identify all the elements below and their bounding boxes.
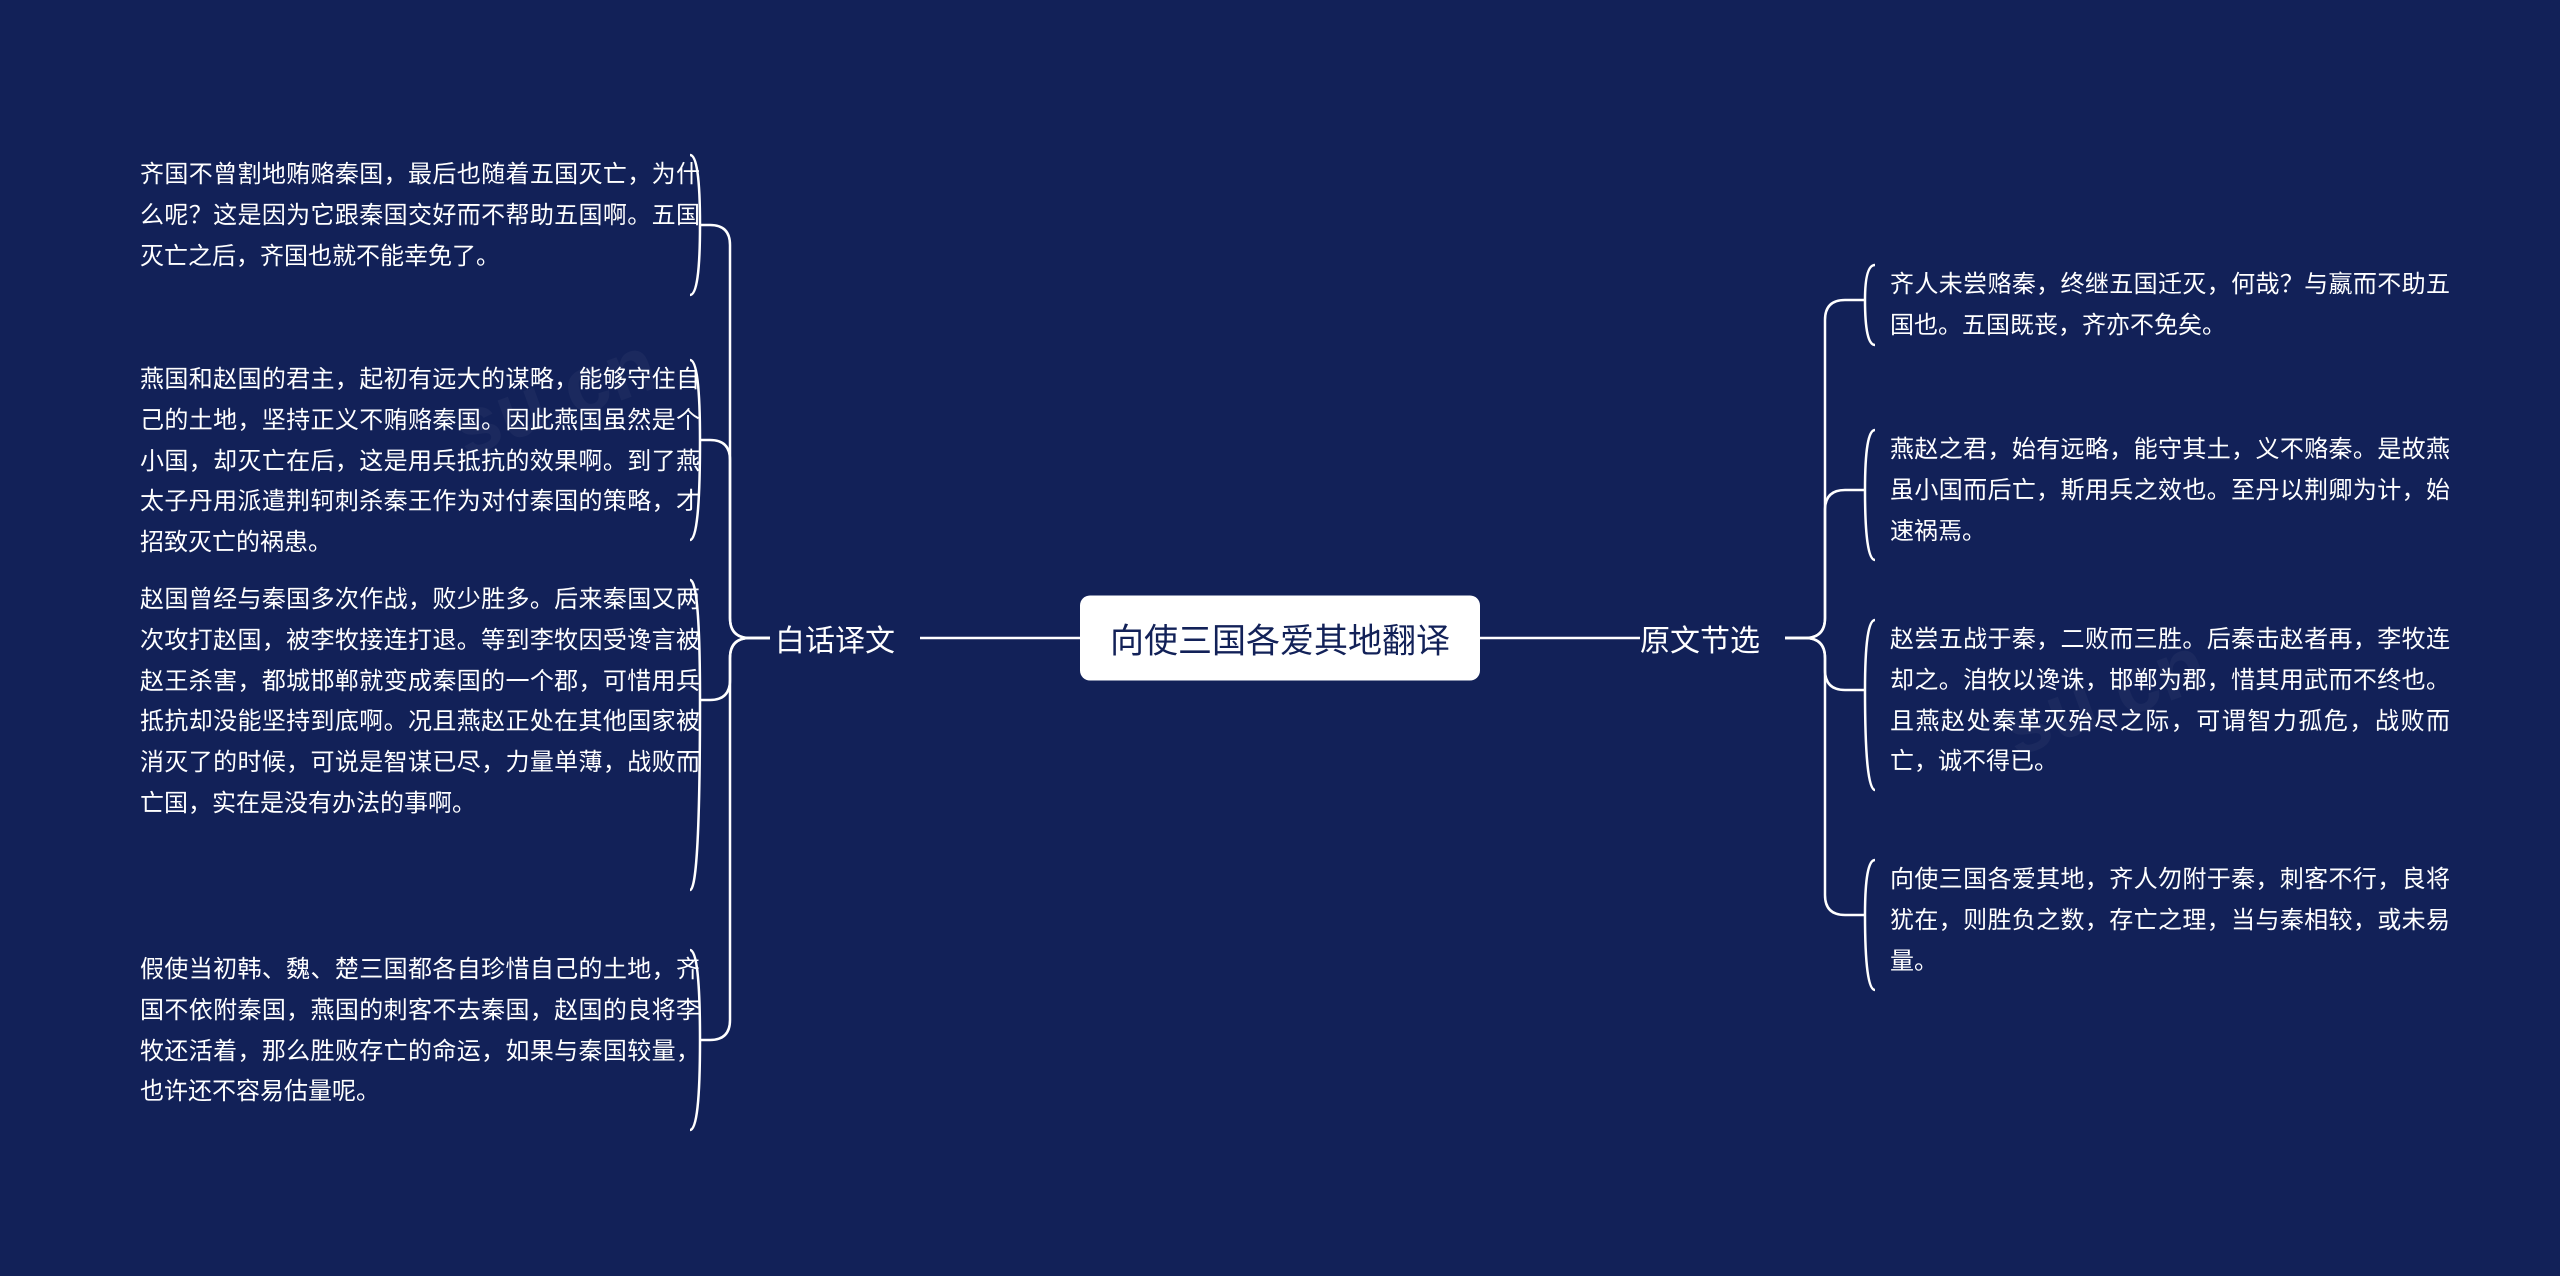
leaf-left-0: 齐国不曾割地贿赂秦国，最后也随着五国灭亡，为什么呢？这是因为它跟秦国交好而不帮助…	[140, 155, 700, 277]
leaf-right-1: 燕赵之君，始有远略，能守其土，义不赂秦。是故燕虽小国而后亡，斯用兵之效也。至丹以…	[1890, 430, 2450, 552]
leaf-left-1: 燕国和赵国的君主，起初有远大的谋略，能够守住自己的土地，坚持正义不贿赂秦国。因此…	[140, 360, 700, 564]
leaf-left-2: 赵国曾经与秦国多次作战，败少胜多。后来秦国又两次攻打赵国，被李牧接连打退。等到李…	[140, 580, 700, 825]
mindmap-container: su.cn su.cn 向使三国各爱其地翻译 白话译文 原文节选 齐国不曾割地贿…	[0, 0, 2560, 1276]
branch-right-label: 原文节选	[1640, 616, 1760, 660]
branch-left-label: 白话译文	[775, 616, 895, 660]
center-node: 向使三国各爱其地翻译	[1080, 596, 1480, 681]
leaf-left-3: 假使当初韩、魏、楚三国都各自珍惜自己的土地，齐国不依附秦国，燕国的刺客不去秦国，…	[140, 950, 700, 1113]
leaf-right-2: 赵尝五战于秦，二败而三胜。后秦击赵者再，李牧连却之。洎牧以谗诛，邯郸为郡，惜其用…	[1890, 620, 2450, 783]
leaf-right-0: 齐人未尝赂秦，终继五国迁灭，何哉？与嬴而不助五国也。五国既丧，齐亦不免矣。	[1890, 265, 2450, 347]
leaf-right-3: 向使三国各爱其地，齐人勿附于秦，刺客不行，良将犹在，则胜负之数，存亡之理，当与秦…	[1890, 860, 2450, 982]
